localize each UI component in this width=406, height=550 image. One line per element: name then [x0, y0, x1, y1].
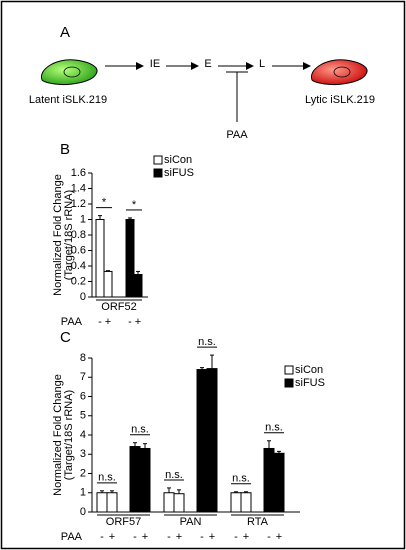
bar	[273, 452, 285, 513]
bar	[139, 447, 151, 513]
legend-swatch	[284, 378, 294, 388]
legend-swatch	[153, 155, 163, 165]
treatment-level: +	[276, 531, 282, 543]
y-tick-label: 7	[80, 371, 86, 383]
y-tick-label: 0.4	[71, 260, 86, 272]
legend-label: siFUS	[295, 377, 325, 389]
treatment-level: -	[234, 531, 238, 543]
nucleus	[333, 66, 351, 78]
y-tick-label: 4	[80, 429, 86, 441]
panel-label: C	[60, 329, 71, 346]
treatment-level: +	[135, 316, 141, 328]
stage-label: E	[204, 58, 211, 70]
y-axis-title: Normalized Fold Change	[52, 174, 64, 296]
bar	[129, 446, 141, 513]
y-tick-label: 1.4	[71, 182, 86, 194]
group-label: RTA	[247, 516, 269, 528]
treatment-level: -	[128, 316, 132, 328]
treatment-level: +	[142, 531, 148, 543]
y-tick-label: 1.6	[71, 167, 86, 179]
treatment-level: +	[243, 531, 249, 543]
y-axis-title: (Target/18S rRNA)	[63, 190, 75, 280]
y-tick-label: 1	[80, 487, 86, 499]
y-tick-label: 0.6	[71, 244, 86, 256]
significance-label: *	[102, 197, 107, 209]
treatment-level: +	[176, 531, 182, 543]
y-tick-label: 5	[80, 410, 86, 422]
bar	[230, 492, 242, 513]
bar	[163, 492, 175, 513]
significance-label: n.s.	[98, 472, 116, 484]
y-axis-title: Normalized Fold Change	[52, 374, 64, 496]
treatment-level: -	[167, 531, 171, 543]
stage-label: IE	[150, 58, 160, 70]
end-label: Lytic iSLK.219	[305, 94, 375, 106]
y-tick-label: 0.8	[71, 229, 86, 241]
bar	[263, 447, 275, 513]
y-tick-label: 0.2	[71, 275, 86, 287]
significance-label: n.s.	[198, 336, 216, 348]
bar	[173, 493, 185, 513]
legend-label: siFUS	[164, 167, 194, 179]
treatment-level: -	[100, 531, 104, 543]
bar	[133, 274, 143, 298]
y-tick-label: 0	[80, 291, 86, 303]
treatment-title: PAA	[61, 316, 83, 328]
treatment-level: +	[209, 531, 215, 543]
legend-label: siCon	[295, 364, 323, 376]
group-label: ORF57	[106, 516, 141, 528]
y-tick-label: 3	[80, 448, 86, 460]
significance-label: n.s.	[165, 469, 183, 481]
bar	[106, 492, 118, 513]
bar	[103, 270, 113, 298]
bar	[240, 492, 252, 513]
bar	[206, 368, 218, 513]
group-label: ORF52	[101, 301, 136, 313]
legend-swatch	[284, 365, 294, 375]
group-label: PAN	[180, 516, 202, 528]
panel-label: A	[60, 24, 70, 41]
latent-cell	[40, 59, 98, 85]
y-tick-label: 1.2	[71, 198, 86, 210]
y-tick-label: 1	[80, 213, 86, 225]
panel-label: B	[60, 141, 70, 158]
legend-swatch	[153, 168, 163, 178]
treatment-level: +	[109, 531, 115, 543]
y-axis-title: (Target/18S rRNA)	[63, 390, 75, 480]
treatment-level: -	[98, 316, 102, 328]
significance-label: n.s.	[232, 473, 250, 485]
bar	[125, 219, 135, 298]
y-tick-label: 2	[80, 467, 86, 479]
legend-label: siCon	[164, 154, 192, 166]
bar	[95, 219, 105, 298]
significance-label: n.s.	[265, 422, 283, 434]
bar	[96, 492, 108, 513]
significance-label: n.s.	[131, 424, 149, 436]
significance-label: *	[132, 199, 137, 211]
start-label: Latent iSLK.219	[29, 94, 107, 106]
treatment-title: PAA	[61, 531, 83, 543]
nucleus	[63, 66, 81, 78]
lytic-cell	[310, 59, 368, 85]
bar	[196, 369, 208, 513]
treatment-level: -	[267, 531, 271, 543]
treatment-level: +	[105, 316, 111, 328]
y-tick-label: 0	[80, 506, 86, 518]
treatment-level: -	[200, 531, 204, 543]
stage-label: L	[259, 58, 265, 70]
y-tick-label: 6	[80, 390, 86, 402]
treatment-level: -	[133, 531, 137, 543]
inhibitor-label: PAA	[226, 129, 248, 141]
y-tick-label: 8	[80, 352, 86, 364]
